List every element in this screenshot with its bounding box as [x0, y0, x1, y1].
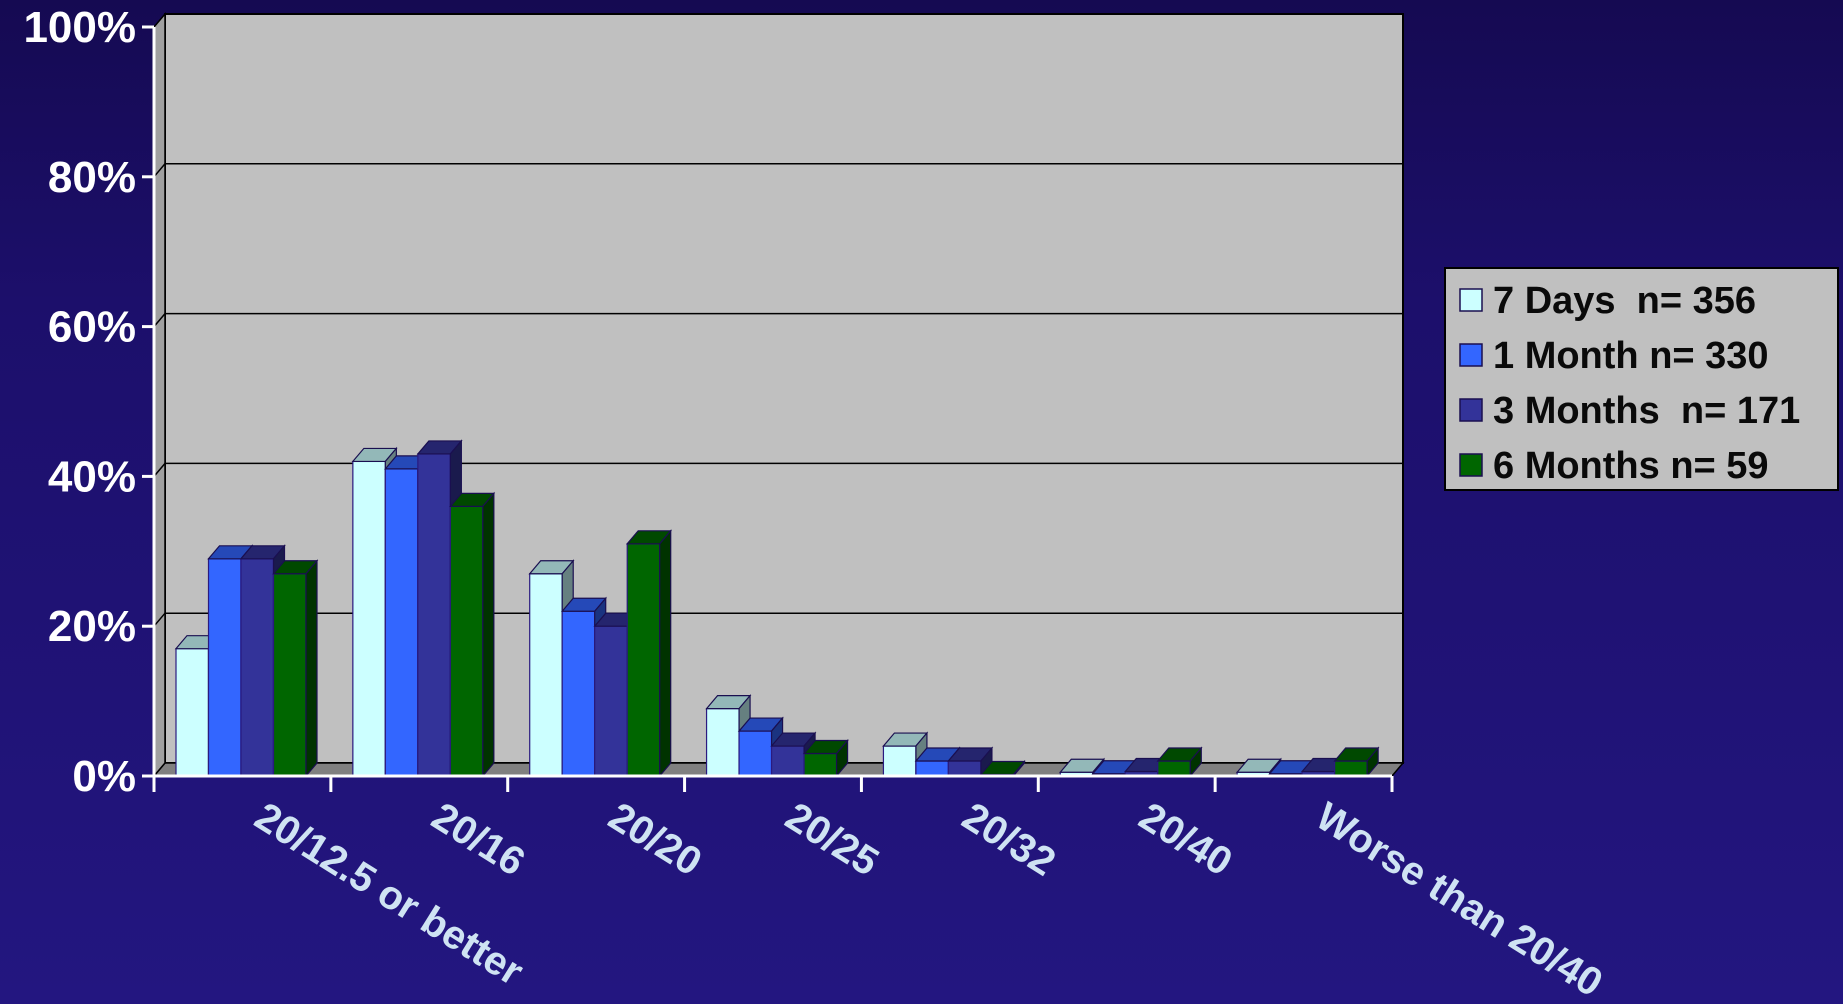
gridline — [153, 462, 1403, 477]
x-tick-label: 20/16 — [424, 794, 532, 884]
bar — [625, 529, 673, 778]
x-tick-label: 20/32 — [955, 794, 1063, 884]
y-tick-label: 60% — [48, 303, 136, 352]
y-tick-label: 20% — [48, 602, 136, 651]
y-tick-label: 80% — [48, 153, 136, 202]
plot-area — [152, 11, 1405, 779]
bar — [272, 559, 319, 778]
legend: 7 Days n= 356 1 Month n= 330 3 Months n= 1… — [1444, 267, 1839, 491]
legend-label: 6 Months n= 59 — [1493, 445, 1769, 487]
legend-label: 3 Months n= 171 — [1493, 390, 1800, 432]
y-tick-label: 40% — [48, 452, 136, 501]
legend-item: 7 Days n= 356 — [1459, 280, 1756, 322]
legend-item: 1 Month n= 330 — [1459, 335, 1769, 377]
legend-box — [1444, 267, 1839, 491]
legend-swatch — [1459, 288, 1483, 312]
bar — [449, 491, 496, 778]
legend-item: 6 Months n= 59 — [1459, 445, 1769, 487]
x-tick-label: 20/40 — [1132, 794, 1240, 884]
y-tick-label: 0% — [72, 752, 136, 801]
bar — [802, 738, 849, 778]
bars — [174, 439, 1380, 778]
bar — [1333, 746, 1380, 778]
x-tick-label: Worse than 20/40 — [1308, 794, 1610, 1004]
y-tick-label: 100% — [23, 3, 136, 52]
axes — [142, 25, 1394, 792]
legend-label: 1 Month n= 330 — [1493, 335, 1769, 377]
bar — [947, 746, 994, 778]
legend-label: 7 Days n= 356 — [1493, 280, 1756, 322]
legend-item: 3 Months n= 171 — [1459, 390, 1800, 432]
bar — [1156, 746, 1203, 778]
plot-back-wall — [164, 13, 1404, 764]
x-tick-label: 20/25 — [778, 794, 886, 884]
plot-side-wall — [153, 11, 166, 779]
x-tick-label: 20/20 — [601, 794, 709, 884]
legend-swatch — [1459, 453, 1483, 477]
legend-swatch — [1459, 398, 1483, 422]
bar — [882, 731, 929, 778]
y-axis-ticks: 0% 20% 40% 60% 80% 100% — [23, 3, 136, 801]
gridline — [153, 163, 1403, 178]
gridlines — [153, 163, 1403, 627]
legend-swatch — [1459, 343, 1483, 367]
gridline — [153, 612, 1403, 627]
gridline — [153, 312, 1403, 328]
